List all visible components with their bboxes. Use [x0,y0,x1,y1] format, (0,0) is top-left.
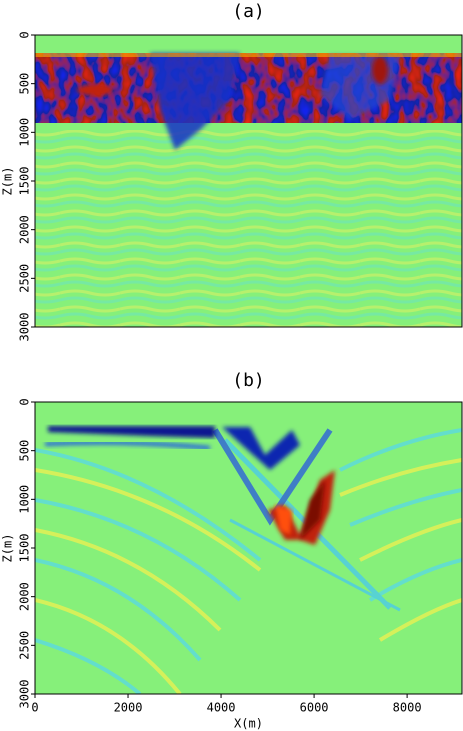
y-tick-label: 1500 [18,167,32,196]
panel-title: (a) [232,1,265,22]
y-tick-label: 1000 [18,485,32,514]
y-tick-label: 3000 [18,313,32,342]
y-tick-label: 500 [18,440,32,462]
y-tick-label: 2500 [18,264,32,293]
y-tick-label: 2500 [18,631,32,660]
y-axis-label: Z(m) [1,167,15,196]
y-tick-label: 2000 [18,582,32,611]
y-axis-label: Z(m) [1,534,15,563]
y-tick-label: 3000 [18,680,32,709]
x-tick-label: 8000 [393,701,422,715]
x-tick-label: 2000 [114,701,143,715]
x-axis-label: X(m) [234,717,263,731]
x-tick-label: 4000 [207,701,236,715]
x-tick-label: 6000 [300,701,329,715]
y-tick-label: 0 [18,31,32,38]
y-tick-label: 1000 [18,118,32,147]
image-b [35,402,462,694]
panel-title: (b) [232,370,265,391]
y-tick-label: 0 [18,398,32,405]
image-a [35,35,462,327]
y-tick-label: 2000 [18,215,32,244]
x-tick-label: 0 [31,701,38,715]
y-tick-label: 500 [18,73,32,95]
y-tick-label: 1500 [18,534,32,563]
